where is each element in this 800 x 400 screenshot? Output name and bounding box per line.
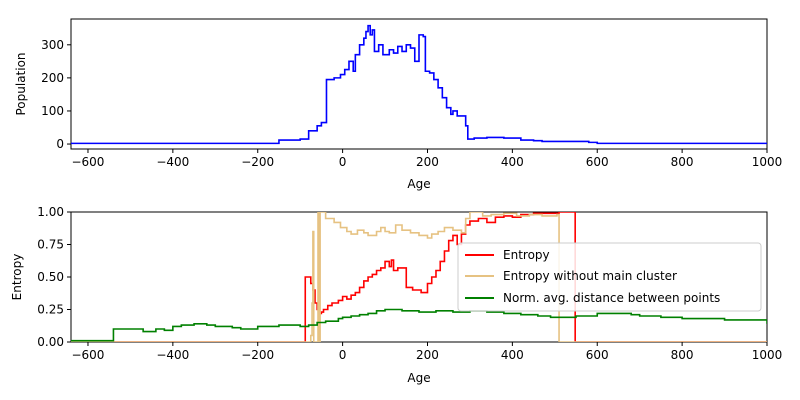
y-tick-label: 0.00	[37, 335, 64, 349]
x-tick-label: −600	[71, 155, 104, 169]
y-tick-label: 300	[41, 38, 64, 52]
x-tick-label: 600	[586, 348, 609, 362]
x-ticks: −600 −400 −200 0 200 400 600 800 1000	[71, 149, 782, 169]
y-tick-label: 0.75	[37, 238, 64, 252]
series-line-entropy-without-main-cluster	[71, 212, 767, 342]
x-tick-label: −200	[241, 348, 274, 362]
legend-label-entropy: Entropy	[503, 248, 550, 262]
series-line-entropy	[71, 212, 767, 342]
series-layer	[71, 212, 767, 342]
x-tick-label: 200	[416, 155, 439, 169]
legend-box	[457, 242, 762, 312]
entropy-chart: −600 −400 −200 0 200 400 600 800 1000 0.000.250.…	[10, 205, 782, 385]
y-tick-label: 0.50	[37, 270, 64, 284]
y-tick-label: 1.00	[37, 205, 64, 219]
legend: Entropy Entropy without main cluster Nor…	[457, 242, 762, 312]
x-tick-label: −400	[156, 155, 189, 169]
legend-label-entropy-without-main-cluster: Entropy without main cluster	[503, 269, 677, 283]
x-tick-label: 1000	[752, 155, 783, 169]
y-tick-label: 200	[41, 71, 64, 85]
x-tick-label: 800	[671, 348, 694, 362]
series-layer	[71, 24, 767, 145]
x-tick-label: 200	[416, 348, 439, 362]
y-ticks: 0 100 200 300	[41, 38, 71, 151]
x-ticks: −600 −400 −200 0 200 400 600 800 1000	[71, 342, 782, 362]
y-tick-label: 0.25	[37, 303, 64, 317]
population-chart: −600 −400 −200 0 200 400 600 800 1000 0 100 200 300…	[14, 18, 782, 191]
x-tick-label: −400	[156, 348, 189, 362]
series-line-population	[71, 24, 767, 145]
x-tick-label: 400	[501, 155, 524, 169]
x-tick-label: 400	[501, 348, 524, 362]
x-tick-label: −600	[71, 348, 104, 362]
y-tick-label: 100	[41, 104, 64, 118]
legend-label-norm-avg-distance: Norm. avg. distance between points	[503, 291, 720, 305]
series-line-norm-avg-distance-between-points	[71, 308, 767, 342]
y-axis-label: Entropy	[10, 254, 24, 301]
x-tick-label: 800	[671, 155, 694, 169]
x-tick-label: 0	[339, 155, 347, 169]
x-tick-label: 600	[586, 155, 609, 169]
y-ticks: 0.00 0.25 0.50 0.75 1.00	[37, 205, 71, 349]
x-axis-label: Age	[407, 371, 430, 385]
x-axis-label: Age	[407, 177, 430, 191]
plot-area-frame	[70, 18, 768, 150]
x-tick-label: 0	[339, 348, 347, 362]
x-tick-label: 1000	[752, 348, 783, 362]
x-tick-label: −200	[241, 155, 274, 169]
y-tick-label: 0	[56, 137, 64, 151]
y-axis-label: Population	[14, 52, 28, 115]
